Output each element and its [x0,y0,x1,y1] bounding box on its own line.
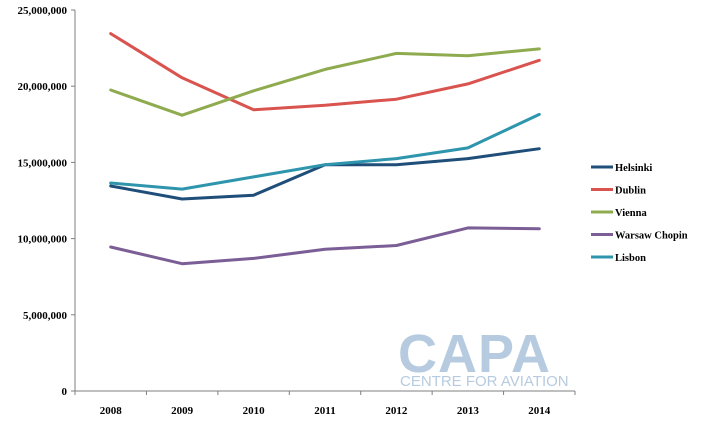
x-tick-label: 2010 [243,405,266,417]
x-tick-label: 2008 [100,405,123,417]
legend: Helsinki Dublin Vienna Warsaw Chopin Lisbon [591,163,688,264]
x-tick-label: 2013 [457,405,480,417]
series-line-dublin [109,32,541,112]
legend-label-warsaw-chopin: Warsaw Chopin [615,231,688,242]
series-line-warsaw-chopin [109,226,541,266]
legend-label-vienna: Vienna [615,208,647,219]
y-tick-label: 0 [62,386,68,398]
y-tick-label: 25,000,000 [18,5,68,17]
series-line-helsinki [109,147,541,201]
y-ticks: 0 5,000,000 10,000,000 15,000,000 20,000,000… [18,5,75,398]
watermark-logo: CAPA [398,324,551,384]
watermark-subtitle: CENTRE FOR AVIATION [400,373,569,390]
series-line-vienna [109,47,541,117]
x-ticks: 2008 2009 2010 2011 2012 2013 2014 [74,391,576,417]
y-tick-label: 10,000,000 [18,234,68,246]
capa-watermark: CAPA CENTRE FOR AVIATION [398,324,569,390]
legend-label-dublin: Dublin [615,186,646,197]
legend-label-lisbon: Lisbon [615,253,646,264]
y-tick-label: 5,000,000 [23,310,68,322]
x-tick-label: 2009 [171,405,194,417]
series-lines [109,32,541,266]
x-tick-label: 2012 [385,405,408,417]
axes [74,10,575,392]
y-tick-label: 20,000,000 [18,81,68,93]
x-tick-label: 2011 [314,405,335,417]
legend-label-helsinki: Helsinki [615,163,652,174]
y-tick-label: 15,000,000 [18,157,68,169]
x-tick-label: 2014 [528,405,551,417]
series-line-lisbon [109,112,541,191]
